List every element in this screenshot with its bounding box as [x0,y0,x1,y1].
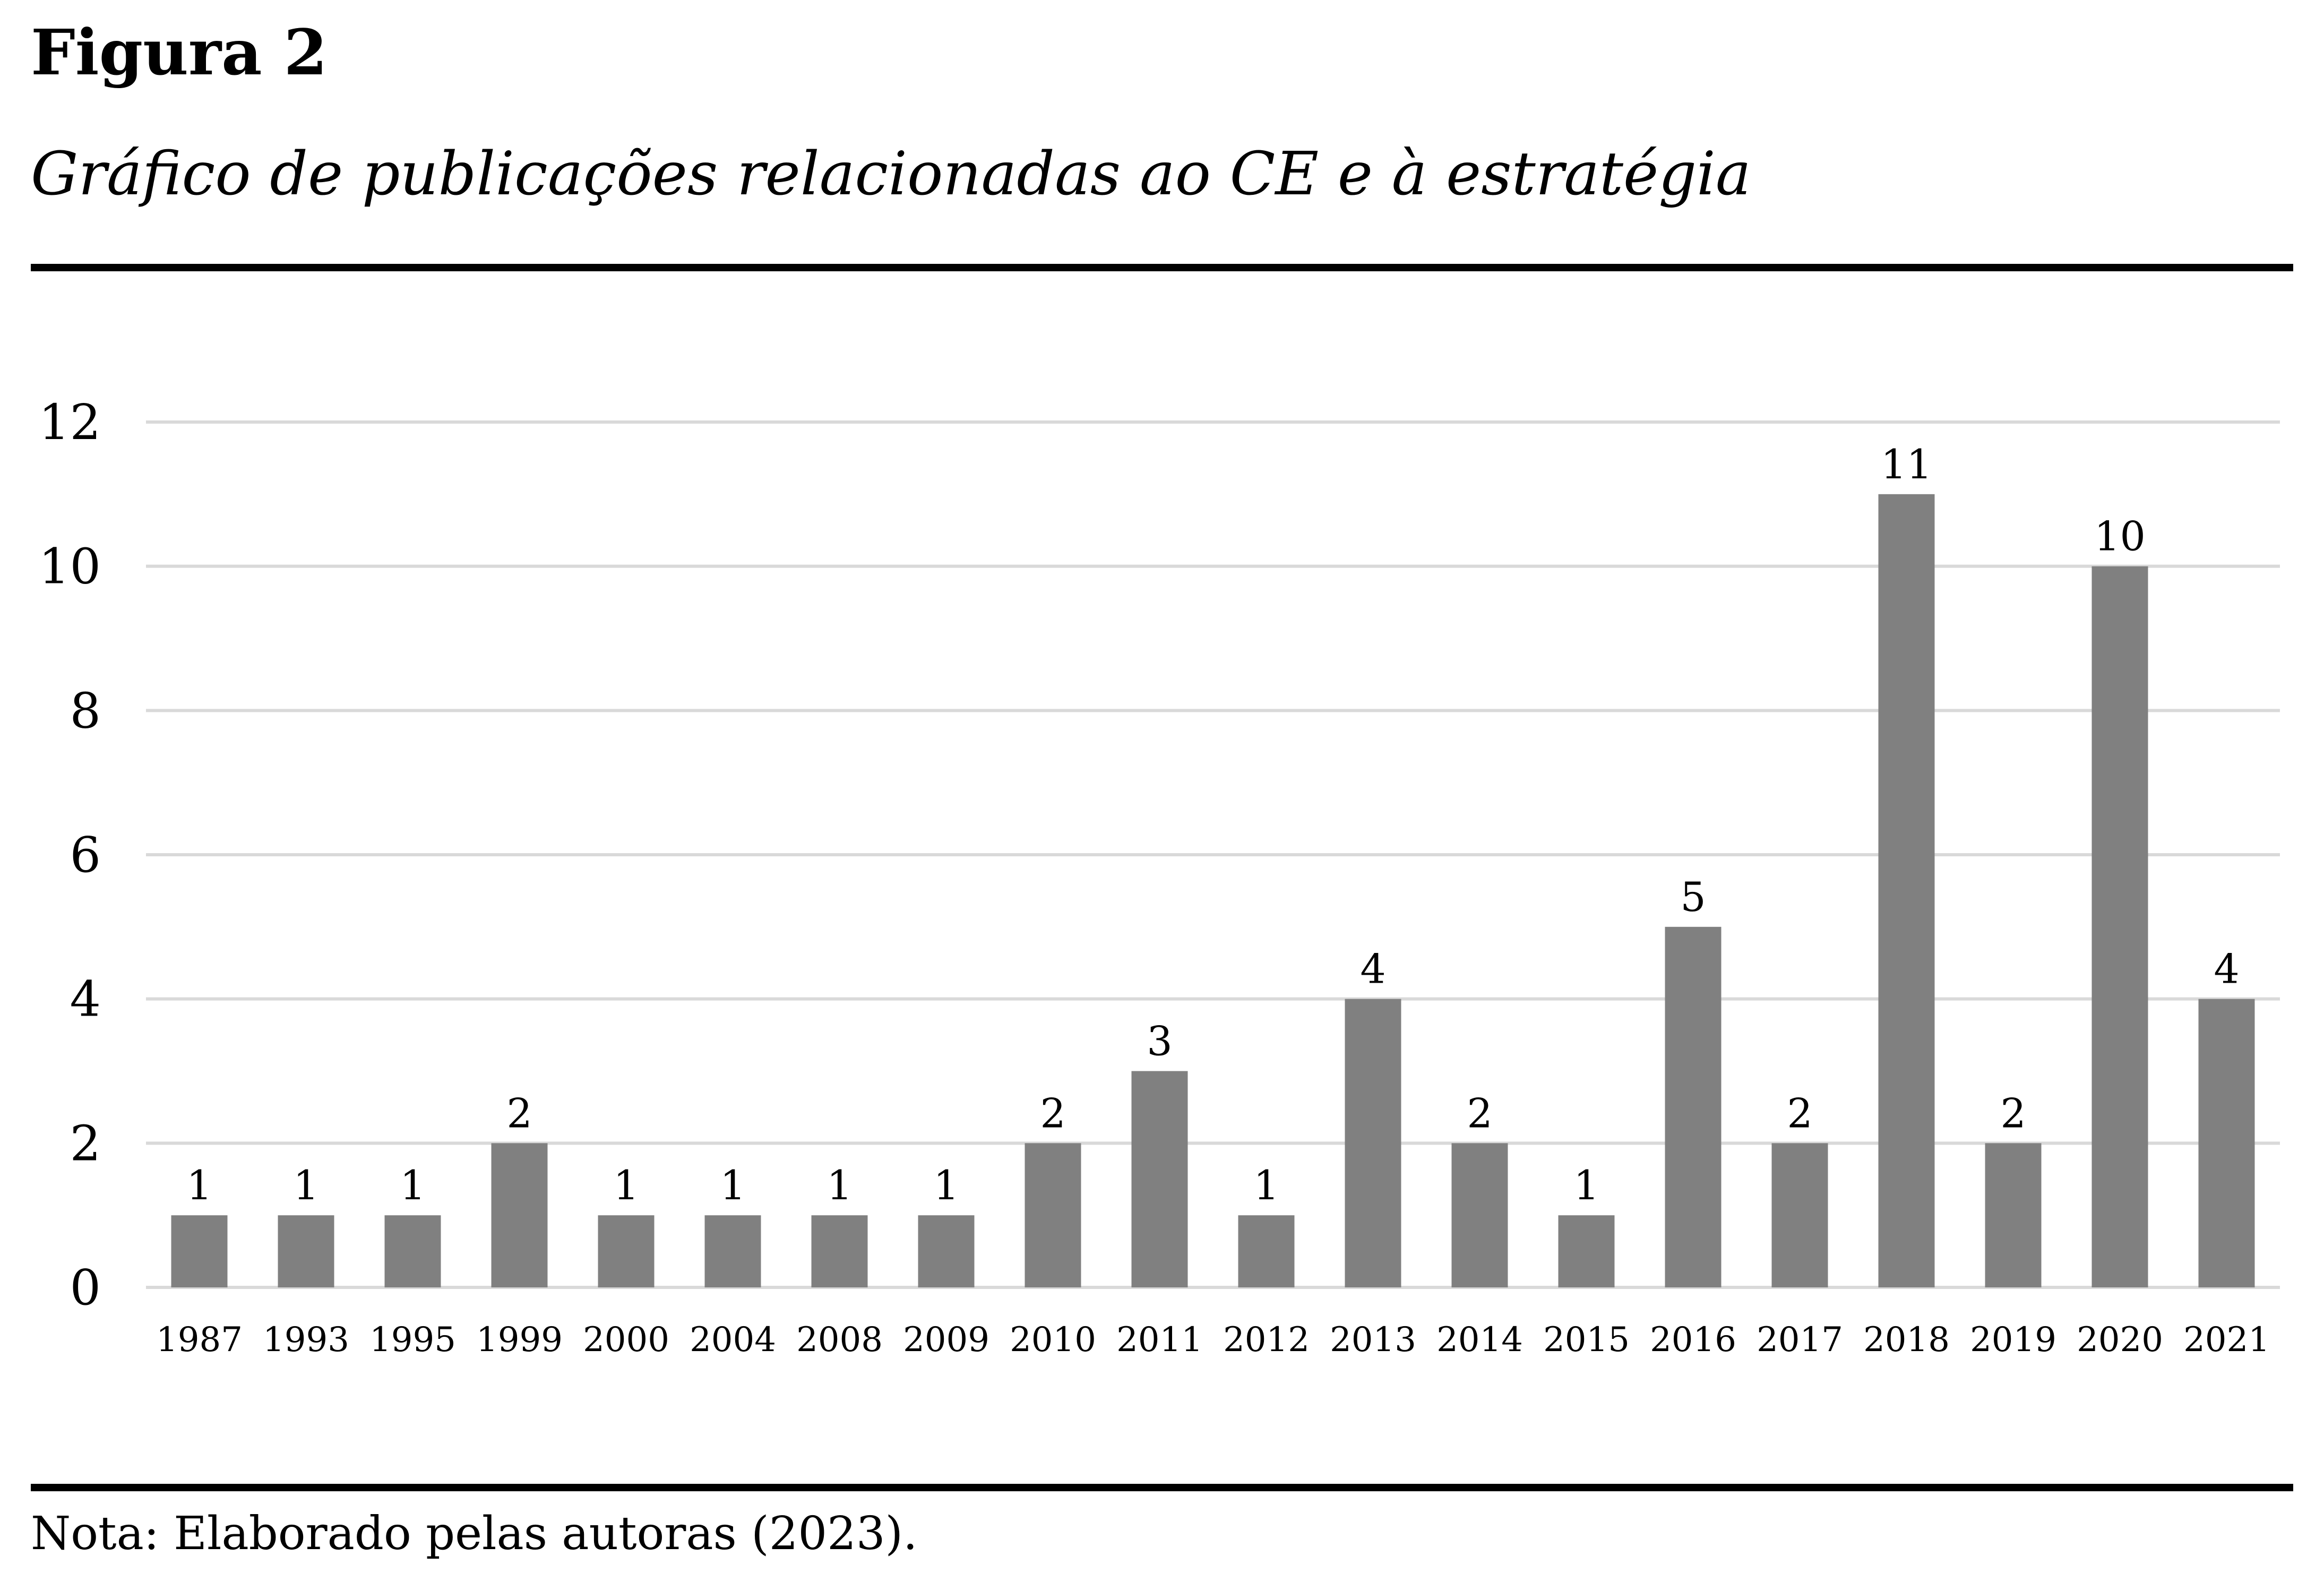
x-tick-label-2015: 2015 [1543,1320,1630,1360]
data-label-2018: 11 [1881,441,1932,488]
bar-2021 [2198,999,2255,1287]
bar-2020 [2091,566,2148,1287]
figure-label: Figura 2 [31,15,328,89]
x-tick-label-2021: 2021 [2183,1320,2270,1360]
bar-2008 [811,1215,868,1287]
bar-2019 [1985,1143,2042,1287]
x-tick-label-2018: 2018 [1863,1320,1950,1360]
data-label-2016: 5 [1680,873,1706,921]
y-axis: 0 2 4 6 8 10 12 [39,394,101,1316]
data-label-2004: 1 [720,1162,745,1209]
x-tick-label-2016: 2016 [1650,1320,1736,1360]
data-label-2014: 2 [1467,1089,1492,1137]
gridlines [146,420,2280,1289]
data-label-1999: 2 [506,1089,532,1137]
bar-2016 [1665,926,1722,1287]
bar-2015 [1558,1215,1615,1287]
x-tick-label-2004: 2004 [690,1320,776,1360]
data-label-2009: 1 [933,1162,959,1209]
bar-1999 [491,1143,548,1287]
data-label-2012: 1 [1253,1162,1279,1209]
data-label-2011: 3 [1147,1018,1172,1065]
x-tick-label-1987: 1987 [156,1320,243,1360]
x-tick-label-2019: 2019 [1970,1320,2056,1360]
bars [171,494,2255,1288]
bar-2009 [918,1215,975,1287]
data-label-1993: 1 [293,1162,319,1209]
x-tick-label-2008: 2008 [796,1320,883,1360]
data-label-2019: 2 [2000,1089,2026,1137]
y-tick-label: 8 [70,682,101,739]
figure-title: Gráfico de publicações relacionadas ao C… [31,140,1751,209]
bar-2018 [1878,494,1935,1288]
bar-2004 [704,1215,761,1287]
y-tick-label: 10 [39,538,101,595]
y-tick-label: 12 [39,394,101,451]
x-tick-label-1995: 1995 [369,1320,456,1360]
x-tick-label-2014: 2014 [1436,1320,1523,1360]
x-tick-label-2000: 2000 [583,1320,669,1360]
data-label-2010: 2 [1040,1089,1065,1137]
x-tick-label-2010: 2010 [1010,1320,1096,1360]
bar-2017 [1771,1143,1828,1287]
data-label-2000: 1 [613,1162,639,1209]
x-tick-label-2009: 2009 [903,1320,989,1360]
bar-2010 [1025,1143,1081,1287]
x-tick-label-2011: 2011 [1116,1320,1203,1360]
figure-note: Nota: Elaborado pelas autoras (2023). [31,1507,918,1560]
data-label-2015: 1 [1573,1162,1599,1209]
top-rule [31,264,2293,271]
y-tick-label: 2 [70,1115,101,1172]
x-tick-label-2020: 2020 [2077,1320,2163,1360]
bar-2013 [1345,999,1401,1287]
x-tick-label-2013: 2013 [1330,1320,1416,1360]
bar-1995 [384,1215,441,1287]
bar-2000 [598,1215,655,1287]
y-tick-label: 0 [70,1259,101,1316]
bar-2014 [1451,1143,1508,1287]
data-label-2017: 2 [1787,1089,1812,1137]
data-label-2013: 4 [1360,946,1385,993]
x-tick-label-1993: 1993 [263,1320,349,1360]
bar-2011 [1131,1071,1188,1287]
x-tick-label-2012: 2012 [1223,1320,1310,1360]
x-tick-label-2017: 2017 [1757,1320,1843,1360]
bar-1993 [278,1215,334,1287]
x-tick-label-1999: 1999 [476,1320,563,1360]
bar-1987 [171,1215,228,1287]
data-label-1995: 1 [400,1162,425,1209]
bottom-rule [31,1484,2293,1491]
data-label-2008: 1 [827,1162,852,1209]
y-tick-label: 6 [70,827,101,883]
y-tick-label: 4 [70,971,101,1028]
data-label-1987: 1 [186,1162,212,1209]
data-label-2020: 10 [2094,513,2146,560]
x-axis: 1987 1993 1995 1999 2000 2004 2008 2009 2010 2011… [156,1320,2270,1360]
data-label-2021: 4 [2214,946,2239,993]
bar-2012 [1238,1215,1295,1287]
